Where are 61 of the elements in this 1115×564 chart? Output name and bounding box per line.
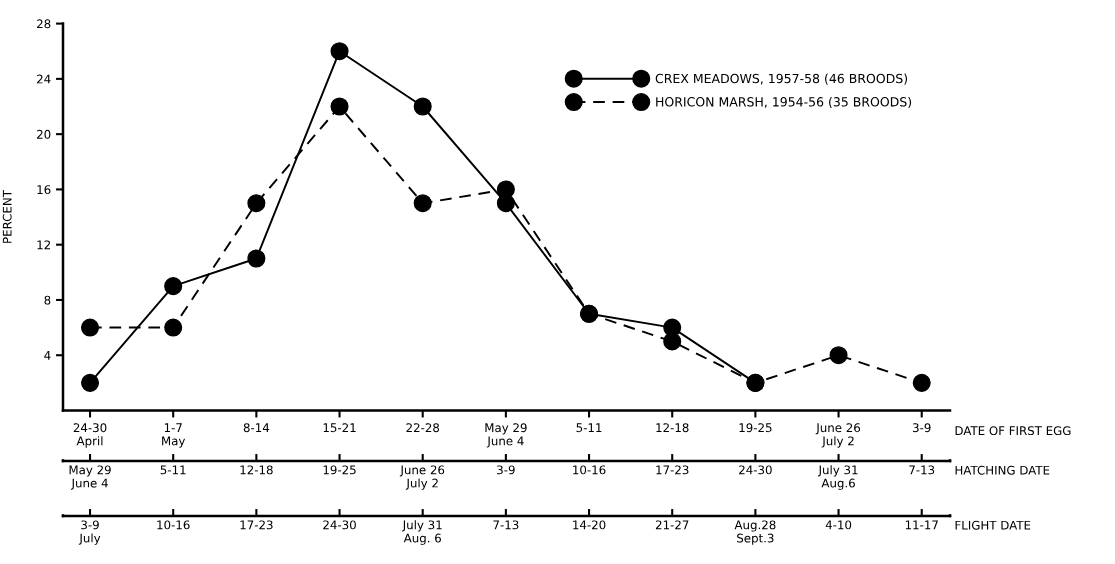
text: 4-10 <box>825 520 852 530</box>
text: 10-16 <box>157 520 190 530</box>
point <box>663 332 682 351</box>
text: 11-17 <box>905 520 938 530</box>
text: 3-9 July <box>78 520 101 545</box>
y-axis-title: PERCENT <box>2 190 12 243</box>
text: 24-30 <box>323 520 356 530</box>
text: 14-20 <box>573 520 606 530</box>
legend-label: CREX MEADOWS, 1957-58 (46 BROODS) <box>655 73 908 85</box>
x-tick-label: June 26 July 2 <box>815 423 861 448</box>
x-tick-label: 3-9 <box>912 423 931 433</box>
point <box>81 318 100 337</box>
x-tick-label: 19-25 <box>739 423 772 433</box>
x-tick-label: 24-30 April <box>73 423 107 448</box>
point <box>247 249 266 268</box>
x-tick-label: 12-18 <box>656 423 689 433</box>
y-tick-label: 12 <box>37 240 51 250</box>
text: 21-27 <box>655 520 689 530</box>
y-tick-label: 8 <box>44 295 51 305</box>
x-tick-label: 5-11 <box>576 423 602 433</box>
point <box>330 97 349 116</box>
x-tick-label: 8-14 <box>243 423 270 433</box>
text: July 31 Aug. 6 <box>402 520 442 545</box>
text: 3-9 <box>497 465 515 475</box>
point <box>496 180 515 199</box>
text: HATCHING DATE <box>955 465 1050 475</box>
y-tick-label: 16 <box>37 185 51 195</box>
text: 12-18 <box>240 465 273 475</box>
text: 19-25 <box>323 465 356 475</box>
point <box>413 194 432 213</box>
y-tick-label: 24 <box>37 74 51 84</box>
text: 10-16 <box>573 465 606 475</box>
point <box>164 318 183 337</box>
point <box>413 97 432 116</box>
point <box>164 277 183 296</box>
y-tick-label: 20 <box>37 129 51 139</box>
x-tick-label: May 29 June 4 <box>485 423 527 448</box>
text: FLIGHT DATE <box>955 520 1031 530</box>
text: 24-30 <box>739 465 772 475</box>
y-tick-label: 4 <box>44 351 51 360</box>
point <box>829 346 848 365</box>
point <box>330 42 349 61</box>
point <box>912 373 931 392</box>
text: 17-23 <box>656 465 689 475</box>
x-tick-label: 22-28 <box>406 423 440 433</box>
point <box>580 304 599 323</box>
text: June 26 July 2 <box>399 465 445 490</box>
text: 7-13 <box>493 520 519 530</box>
text: May 29 June 4 <box>69 465 111 490</box>
text: Aug.28 Sept.3 <box>734 520 776 545</box>
y-tick-label: 28 <box>37 19 51 29</box>
text: 7-13 <box>909 465 935 475</box>
text: July 31 Aug.6 <box>817 465 858 490</box>
x-tick-label: 1-7 May <box>162 423 186 448</box>
text: 5-11 <box>160 465 186 475</box>
x-tick-label: 15-21 <box>323 423 356 433</box>
point <box>247 194 266 213</box>
legend-label: HORICON MARSH, 1954-56 (35 BROODS) <box>656 96 912 109</box>
text: 17-23 <box>240 520 273 530</box>
point <box>81 373 100 392</box>
x-axis-title: DATE OF FIRST EGG <box>955 426 1071 436</box>
